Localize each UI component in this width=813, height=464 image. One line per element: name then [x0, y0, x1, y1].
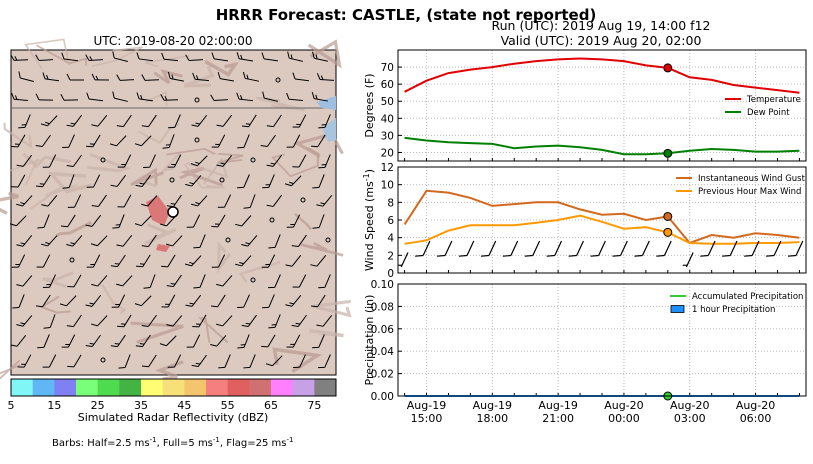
panel-temperature: 20 30 40 50 60 70 Degrees (F) Temperature Dew Po… — [363, 50, 806, 161]
y-tick-label: 60 — [381, 79, 394, 91]
legend-label: Temperature — [746, 95, 801, 105]
colorbar-swatch — [314, 379, 336, 396]
y-tick-label: 40 — [381, 113, 394, 125]
legend-label: Dew Point — [747, 108, 790, 118]
y-tick-label: 8 — [387, 197, 394, 209]
colorbar-label: Simulated Radar Reflectivity (dBZ) — [78, 411, 269, 424]
legend-label: Instantaneous Wind Gust — [698, 174, 806, 184]
barb-shaft — [164, 100, 178, 101]
y-tick-label: 2 — [387, 250, 394, 262]
legend-swatch — [671, 306, 684, 313]
colorbar-swatch — [98, 379, 120, 396]
x-tick-label-date: Aug-19 — [407, 399, 446, 412]
y-axis-label-sup: -1 — [362, 173, 371, 181]
y-axis-label-main: Degrees (F) — [363, 73, 376, 137]
run-label: Run (UTC): 2019 Aug 19, 14:00 f12 — [492, 18, 711, 33]
colorbar-swatch — [184, 379, 206, 396]
colorbar-swatch — [249, 379, 271, 396]
colorbar-swatch — [33, 379, 55, 396]
x-tick-label-time: 03:00 — [674, 412, 706, 425]
x-tick-label-date: Aug-20 — [604, 399, 643, 412]
x-tick-label-time: 18:00 — [476, 412, 508, 425]
y-axis-label-main: Precipitation (in) — [363, 295, 376, 386]
colorbar-swatch — [293, 379, 315, 396]
y-axis-label: Degrees (F) — [363, 73, 376, 137]
colorbar-swatch — [228, 379, 250, 396]
current-time-marker — [664, 149, 672, 157]
y-tick-label: 20 — [381, 147, 394, 159]
legend-label: Previous Hour Max Wind — [698, 187, 801, 197]
colorbar-swatch — [11, 379, 33, 396]
time-series-panels: 20 30 40 50 60 70 Degrees (F) Temperature Dew Po… — [362, 50, 806, 425]
current-time-marker — [664, 212, 672, 220]
y-tick-label: 0.10 — [371, 279, 394, 291]
y-tick-label: 70 — [381, 62, 394, 74]
x-tick-label-time: 06:00 — [740, 412, 772, 425]
y-axis-label: Precipitation (in) — [363, 295, 376, 386]
x-tick-label-time: 15:00 — [411, 412, 443, 425]
x-tick-label-date: Aug-20 — [736, 399, 775, 412]
colorbar-swatch — [76, 379, 98, 396]
colorbar-swatch — [206, 379, 228, 396]
colorbar-tick-label: 15 — [47, 399, 61, 412]
y-axis-label-tail: ) — [363, 169, 376, 173]
barb-note: Barbs: Half=2.5 ms-1, Full=5 ms-1, Flag=… — [52, 436, 293, 449]
y-tick-label: 4 — [387, 233, 394, 245]
x-tick-label-date: Aug-19 — [538, 399, 577, 412]
colorbar-swatch — [163, 379, 185, 396]
colorbar-tick-label: 75 — [307, 399, 321, 412]
y-axis-label-main: Wind Speed (ms — [363, 181, 376, 271]
y-tick-label: 12 — [381, 162, 394, 174]
y-tick-label: 10 — [381, 180, 394, 192]
station-marker — [168, 207, 178, 217]
barb-shaft — [14, 60, 28, 61]
map-title: UTC: 2019-08-20 02:00:00 — [93, 34, 252, 48]
x-tick-label-date: Aug-20 — [670, 399, 709, 412]
x-tick-label-time: 21:00 — [542, 412, 574, 425]
current-time-marker — [664, 228, 672, 236]
colorbar-swatch — [271, 379, 293, 396]
y-tick-label: 0.00 — [371, 391, 394, 403]
valid-label: Valid (UTC): 2019 Aug 20, 02:00 — [501, 33, 702, 48]
y-tick-label: 50 — [381, 96, 394, 108]
legend-label: 1 hour Precipitation — [692, 305, 775, 315]
legend-label: Accumulated Precipitation — [692, 292, 803, 302]
barb-shaft — [145, 80, 159, 81]
colorbar-swatch — [54, 379, 76, 396]
x-tick-label-date: Aug-19 — [473, 399, 512, 412]
map-panel — [0, 39, 351, 381]
y-tick-label: 6 — [387, 215, 394, 227]
y-tick-label: 30 — [381, 130, 394, 142]
x-tick-label-time: 00:00 — [608, 412, 640, 425]
y-axis-label: Wind Speed (ms-1) — [362, 169, 376, 271]
colorbar-swatch — [119, 379, 141, 396]
colorbar-swatch — [141, 379, 163, 396]
current-time-marker — [664, 64, 672, 72]
colorbar-tick-label: 5 — [8, 399, 15, 412]
